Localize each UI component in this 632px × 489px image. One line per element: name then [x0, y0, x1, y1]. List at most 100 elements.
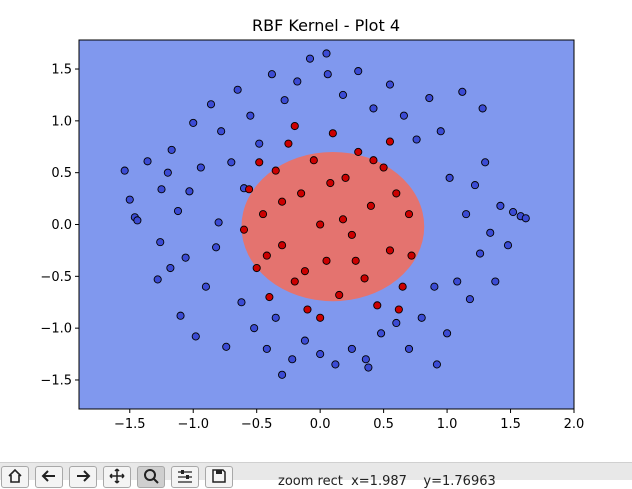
data-point-class-0 — [278, 370, 287, 379]
chart-title: RBF Kernel - Plot 4 — [252, 16, 400, 35]
data-point-class-0 — [399, 111, 408, 120]
data-point-class-1 — [360, 274, 369, 283]
data-point-class-1 — [300, 267, 309, 276]
y-tick-label: −1.5 — [40, 373, 72, 388]
data-point-class-0 — [392, 318, 401, 328]
data-point-class-1 — [303, 305, 312, 314]
data-point-class-1 — [351, 256, 360, 265]
data-point-class-1 — [326, 178, 335, 188]
data-point-class-0 — [486, 228, 495, 237]
data-point-class-1 — [290, 277, 299, 286]
decision-region-class-1 — [241, 151, 425, 302]
data-point-class-0 — [293, 77, 302, 86]
data-point-class-0 — [222, 342, 231, 351]
data-point-class-0 — [166, 263, 175, 273]
home-icon — [8, 468, 22, 483]
data-point-class-1 — [394, 305, 403, 314]
data-point-class-0 — [271, 313, 280, 322]
zoom-button[interactable] — [137, 466, 165, 488]
save-icon — [212, 469, 226, 483]
save-button[interactable] — [205, 466, 233, 488]
data-point-class-0 — [120, 166, 129, 175]
y-tick-label: 1.5 — [51, 63, 72, 78]
data-point-class-0 — [300, 336, 309, 345]
data-point-class-0 — [201, 282, 210, 291]
data-point-class-1 — [278, 241, 287, 250]
data-point-class-0 — [143, 157, 152, 166]
data-point-class-0 — [425, 93, 434, 103]
configure-subplots-button[interactable] — [171, 466, 199, 488]
data-point-class-0 — [412, 135, 421, 144]
data-point-class-0 — [354, 67, 363, 76]
data-point-class-0 — [385, 80, 395, 89]
data-point-class-1 — [341, 173, 350, 182]
data-point-class-0 — [176, 311, 185, 320]
data-point-class-1 — [284, 139, 293, 148]
pan-button[interactable] — [103, 466, 131, 488]
data-point-class-0 — [347, 344, 356, 353]
data-point-class-0 — [305, 54, 315, 63]
data-point-class-0 — [491, 277, 500, 286]
data-point-class-1 — [338, 215, 348, 224]
data-point-class-0 — [227, 158, 236, 167]
data-point-class-0 — [280, 96, 289, 105]
data-point-class-0 — [481, 158, 490, 167]
data-point-class-0 — [173, 206, 183, 216]
data-point-class-0 — [462, 210, 471, 219]
x-tick-label: 2.0 — [564, 417, 585, 432]
data-point-class-1 — [373, 301, 382, 310]
data-point-class-0 — [181, 253, 190, 262]
data-point-class-0 — [509, 208, 518, 217]
data-point-class-0 — [288, 355, 297, 364]
data-point-class-0 — [157, 185, 166, 194]
data-point-class-0 — [453, 277, 462, 286]
data-point-class-1 — [290, 121, 299, 131]
data-point-class-0 — [470, 181, 480, 190]
data-point-class-0 — [262, 344, 271, 353]
data-point-class-0 — [267, 70, 276, 79]
data-point-class-1 — [385, 137, 395, 146]
data-point-class-1 — [265, 293, 274, 302]
back-arrow-icon — [41, 470, 55, 482]
x-tick-label: 0.0 — [310, 417, 331, 432]
forward-button[interactable] — [69, 466, 97, 488]
zoom-icon — [144, 469, 159, 484]
home-button[interactable] — [1, 466, 29, 488]
data-point-class-1 — [255, 158, 264, 167]
data-point-class-1 — [309, 156, 318, 165]
data-point-class-0 — [377, 329, 386, 338]
data-point-class-0 — [214, 218, 223, 227]
plot-area[interactable] — [79, 40, 574, 409]
x-tick-label: −0.5 — [241, 417, 273, 432]
back-button[interactable] — [35, 466, 63, 488]
data-point-class-0 — [212, 243, 221, 252]
data-point-class-0 — [185, 187, 194, 196]
data-point-class-0 — [361, 355, 370, 364]
data-point-class-0 — [246, 111, 255, 120]
data-point-class-0 — [233, 85, 242, 94]
data-point-class-0 — [465, 295, 474, 304]
x-tick-label: 1.5 — [500, 417, 521, 432]
data-point-class-0 — [417, 313, 426, 322]
data-point-class-0 — [206, 100, 216, 109]
data-point-class-0 — [476, 249, 485, 258]
pan-icon — [109, 468, 125, 484]
data-point-class-1 — [297, 189, 306, 198]
data-point-class-0 — [322, 49, 331, 58]
data-point-class-0 — [430, 282, 439, 291]
data-point-class-1 — [271, 166, 280, 175]
y-tick-label: 0.0 — [51, 218, 72, 233]
cursor-status-readout: zoom rect x=1.987 y=1.76963 — [278, 474, 496, 489]
data-point-class-0 — [521, 214, 530, 223]
data-point-class-1 — [354, 147, 363, 156]
x-tick-label: 0.5 — [373, 417, 394, 432]
data-point-class-0 — [458, 87, 467, 96]
data-point-class-0 — [217, 127, 226, 136]
data-point-class-0 — [156, 238, 165, 247]
data-point-class-0 — [331, 360, 340, 369]
data-point-class-0 — [237, 298, 246, 307]
y-tick-label: 1.0 — [51, 114, 72, 129]
data-point-class-0 — [503, 241, 513, 250]
y-tick-label: 0.5 — [51, 166, 72, 181]
data-point-class-1 — [258, 210, 268, 219]
